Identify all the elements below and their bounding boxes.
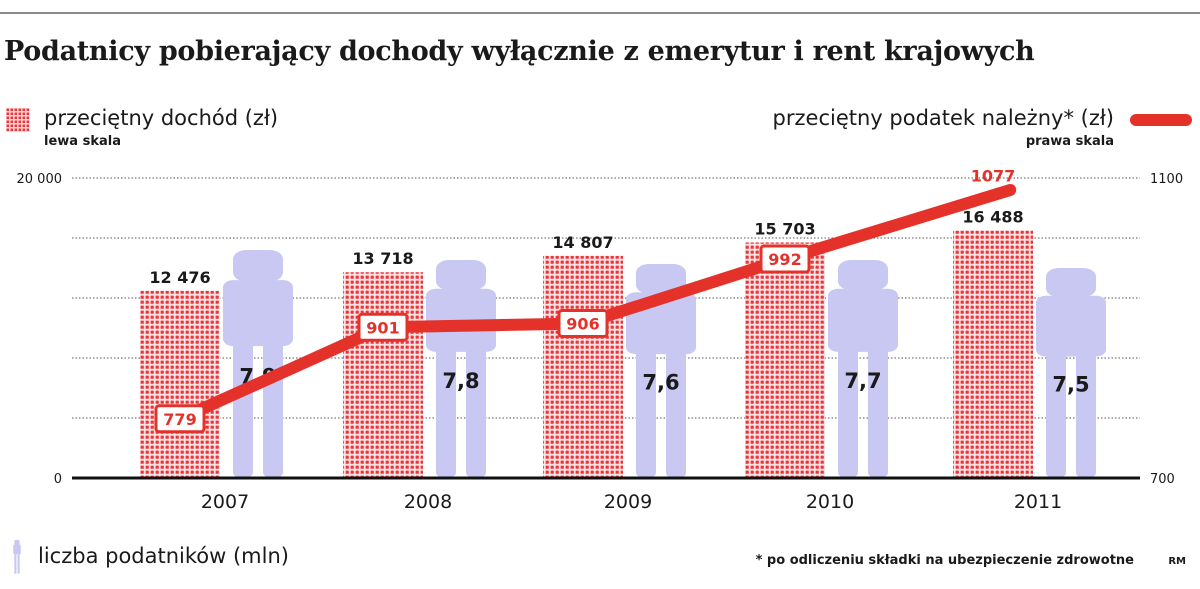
tax-value-label: 779 <box>163 410 196 429</box>
income-value-label: 13 718 <box>352 249 413 268</box>
income-value-label: 16 488 <box>962 208 1023 227</box>
right-axis-tick-label: 1100 <box>1150 172 1183 187</box>
x-axis-tick-label: 2009 <box>604 491 652 513</box>
chart-title: Podatnicy pobierający dochody wyłącznie … <box>4 36 1035 67</box>
income-value-label: 15 703 <box>754 219 815 238</box>
income-value-label: 14 807 <box>552 233 613 252</box>
person-legend-icon <box>13 540 21 574</box>
tax-value-label: 1077 <box>971 166 1016 185</box>
income-bar <box>953 230 1033 478</box>
people-value-label: 7,5 <box>1052 373 1089 397</box>
income-swatch-icon <box>6 108 30 132</box>
tax-point-box <box>154 404 206 434</box>
x-axis-tick-label: 2011 <box>1014 491 1062 513</box>
income-bar <box>543 255 623 478</box>
income-bars: 12 476 13 718 14 807 15 703 16 488 <box>140 208 1033 478</box>
income-bar <box>343 272 423 478</box>
tax-line-key-icon <box>1130 114 1192 126</box>
axes: 20 000 0 1100 700 2007 2008 2009 2010 2011 <box>17 172 1184 513</box>
x-axis-tick-label: 2010 <box>806 491 854 513</box>
tax-point-box <box>557 309 609 338</box>
legend-people-label: liczba podatników (mln) <box>38 544 289 568</box>
tax-point <box>989 191 997 200</box>
legend-income-scale: lewa skala <box>44 134 121 149</box>
tax-point-box <box>759 244 811 274</box>
left-axis-tick-label: 20 000 <box>17 172 63 187</box>
tax-value-label: 901 <box>366 318 399 337</box>
x-axis-tick-label: 2007 <box>201 491 249 513</box>
people-value-label: 7,7 <box>844 369 881 393</box>
legend-income-label: przeciętny dochód (zł) <box>44 106 279 130</box>
footnote: * po odliczeniu składki na ubezpieczenie… <box>755 553 1134 568</box>
left-axis-tick-label: 0 <box>54 472 62 487</box>
source-credit: RM <box>1168 556 1186 567</box>
income-bar <box>745 242 825 478</box>
income-bar <box>140 290 220 478</box>
legend-tax-label: przeciętny podatek należny* (zł) <box>772 106 1114 130</box>
top-rule <box>0 12 1200 14</box>
tax-value-label: 992 <box>768 250 801 269</box>
people-value-label: 7,8 <box>442 369 479 393</box>
x-axis-tick-label: 2008 <box>404 491 452 513</box>
legend-tax-scale: prawa skala <box>1025 134 1114 149</box>
right-axis-tick-label: 700 <box>1150 472 1175 487</box>
tax-value-label: 906 <box>566 315 599 334</box>
income-value-label: 12 476 <box>149 268 210 287</box>
tax-point-box <box>357 312 409 342</box>
tax-line: 779 901 906 992 1077 <box>154 166 1017 434</box>
legend-tax: przeciętny podatek należny* (zł) prawa s… <box>730 106 1200 156</box>
people-value-label: 7,6 <box>642 371 679 395</box>
